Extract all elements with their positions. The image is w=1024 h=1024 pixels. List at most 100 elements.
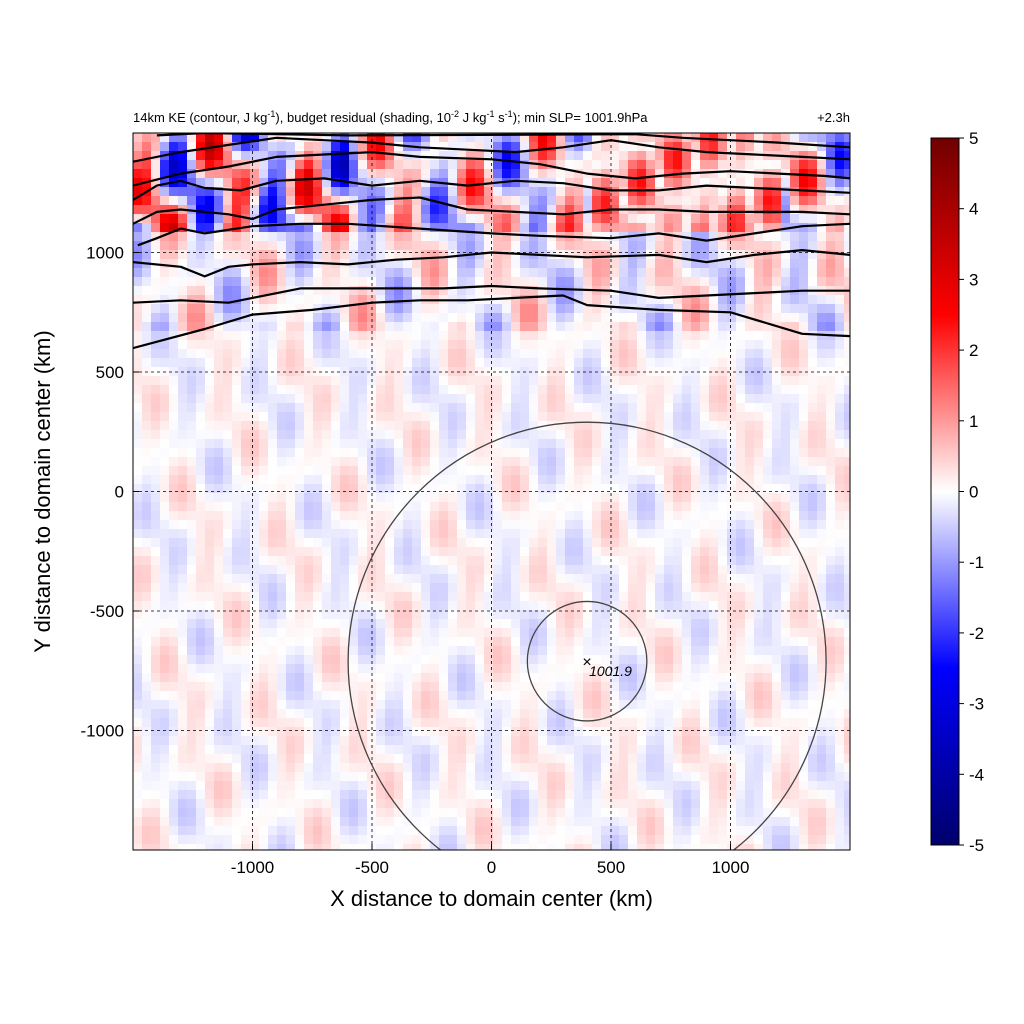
shading-cell <box>772 619 782 629</box>
shading-cell <box>412 322 422 332</box>
shading-cell <box>340 691 350 701</box>
shading-cell <box>241 556 251 566</box>
shading-cell <box>655 646 665 656</box>
shading-cell <box>439 466 449 476</box>
shading-cell <box>169 250 179 260</box>
shading-cell <box>799 475 809 485</box>
shading-cell <box>196 340 206 350</box>
shading-cell <box>826 322 836 332</box>
shading-cell <box>538 187 548 197</box>
shading-cell <box>187 151 197 161</box>
shading-cell <box>520 628 530 638</box>
shading-cell <box>439 223 449 233</box>
shading-cell <box>538 664 548 674</box>
shading-cell <box>601 664 611 674</box>
shading-cell <box>745 538 755 548</box>
shading-cell <box>745 322 755 332</box>
shading-cell <box>781 331 791 341</box>
shading-cell <box>574 556 584 566</box>
shading-cell <box>223 241 233 251</box>
shading-cell <box>385 682 395 692</box>
shading-cell <box>664 322 674 332</box>
shading-cell <box>313 412 323 422</box>
shading-cell <box>646 466 656 476</box>
shading-cell <box>439 169 449 179</box>
shading-cell <box>556 214 566 224</box>
shading-cell <box>502 619 512 629</box>
shading-cell <box>727 448 737 458</box>
shading-cell <box>223 592 233 602</box>
shading-cell <box>529 259 539 269</box>
shading-cell <box>817 277 827 287</box>
shading-cell <box>637 133 647 143</box>
shading-cell <box>682 394 692 404</box>
shading-cell <box>808 484 818 494</box>
shading-cell <box>700 646 710 656</box>
shading-cell <box>439 646 449 656</box>
shading-cell <box>142 286 152 296</box>
shading-cell <box>232 601 242 611</box>
shading-cell <box>601 313 611 323</box>
shading-cell <box>322 493 332 503</box>
shading-cell <box>619 142 629 152</box>
shading-cell <box>745 583 755 593</box>
shading-cell <box>628 547 638 557</box>
shading-cell <box>583 628 593 638</box>
shading-cell <box>772 502 782 512</box>
shading-cell <box>817 295 827 305</box>
shading-cell <box>268 232 278 242</box>
shading-cell <box>601 538 611 548</box>
shading-cell <box>556 313 566 323</box>
shading-cell <box>691 466 701 476</box>
shading-cell <box>151 241 161 251</box>
shading-cell <box>511 592 521 602</box>
shading-cell <box>592 241 602 251</box>
shading-cell <box>205 529 215 539</box>
shading-cell <box>826 574 836 584</box>
shading-cell <box>394 655 404 665</box>
shading-cell <box>727 133 737 143</box>
shading-cell <box>556 349 566 359</box>
shading-cell <box>448 673 458 683</box>
shading-cell <box>727 493 737 503</box>
shading-cell <box>232 484 242 494</box>
shading-cell <box>196 295 206 305</box>
shading-cell <box>457 583 467 593</box>
shading-cell <box>529 214 539 224</box>
shading-cell <box>412 592 422 602</box>
shading-cell <box>385 214 395 224</box>
shading-cell <box>241 637 251 647</box>
shading-cell <box>565 169 575 179</box>
shading-cell <box>412 511 422 521</box>
shading-cell <box>385 529 395 539</box>
shading-cell <box>259 349 269 359</box>
shading-cell <box>646 565 656 575</box>
shading-cell <box>745 664 755 674</box>
shading-cell <box>709 142 719 152</box>
shading-cell <box>610 619 620 629</box>
shading-cell <box>385 187 395 197</box>
shading-cell <box>601 466 611 476</box>
shading-cell <box>430 133 440 143</box>
shading-cell <box>601 277 611 287</box>
shading-cell <box>799 664 809 674</box>
shading-cell <box>565 268 575 278</box>
shading-cell <box>322 448 332 458</box>
shading-cell <box>277 673 287 683</box>
shading-cell <box>511 259 521 269</box>
shading-cell <box>817 619 827 629</box>
shading-cell <box>160 673 170 683</box>
shading-cell <box>709 403 719 413</box>
shading-cell <box>358 619 368 629</box>
shading-cell <box>412 520 422 530</box>
shading-cell <box>232 520 242 530</box>
shading-cell <box>268 142 278 152</box>
shading-cell <box>754 655 764 665</box>
shading-cell <box>241 187 251 197</box>
shading-cell <box>565 448 575 458</box>
shading-cell <box>295 286 305 296</box>
shading-cell <box>637 448 647 458</box>
shading-cell <box>313 187 323 197</box>
shading-cell <box>691 331 701 341</box>
shading-cell <box>412 457 422 467</box>
